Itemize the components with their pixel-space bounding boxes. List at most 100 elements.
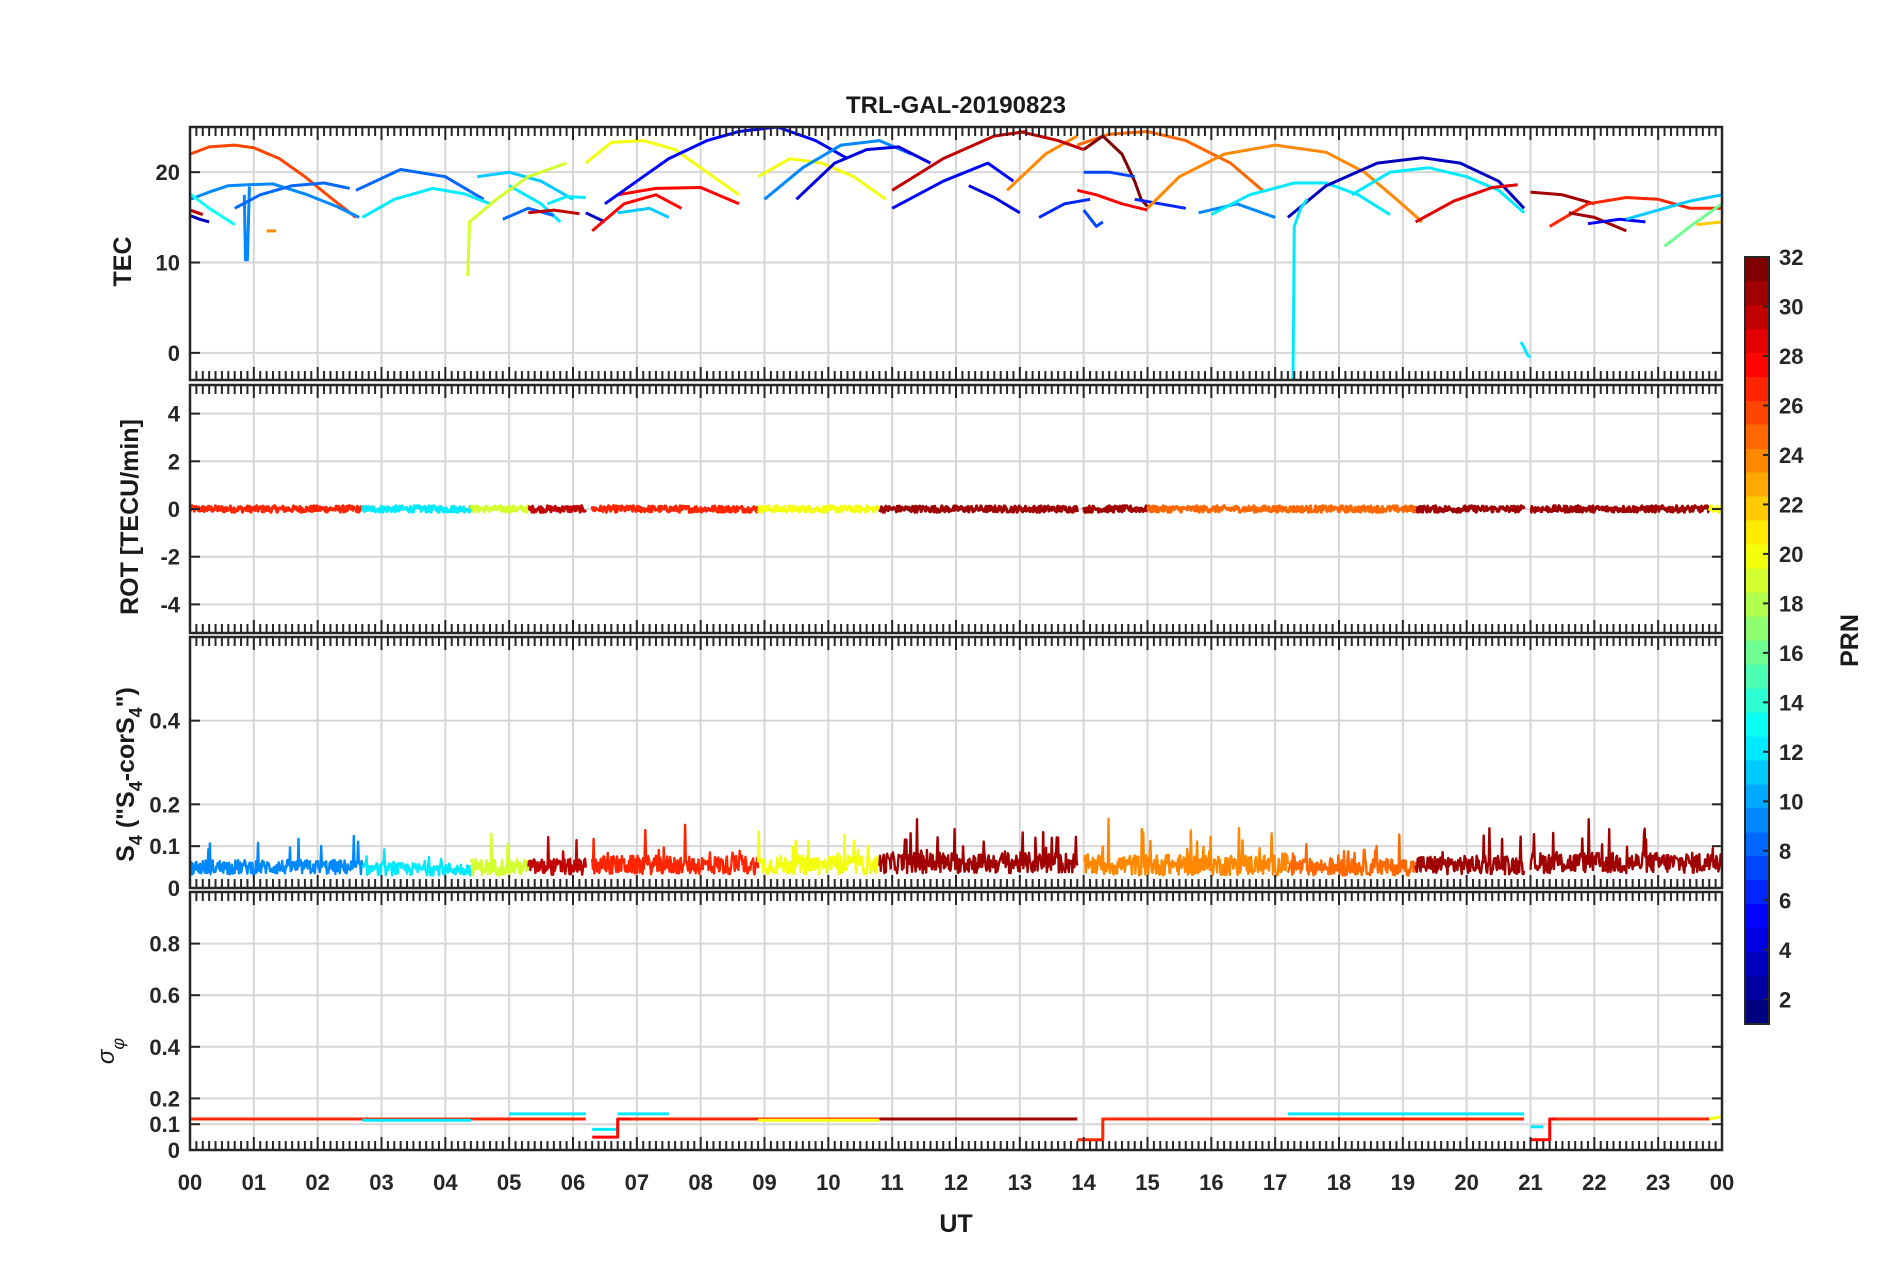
x-tick-label: 14	[1071, 1170, 1096, 1195]
colorbar-tick-label: 8	[1779, 839, 1791, 864]
series-prn-4	[968, 184, 1021, 215]
series-prn-8	[355, 168, 485, 201]
x-tick-label: 20	[1454, 1170, 1478, 1195]
series-prn-12	[361, 186, 491, 219]
series-prn-11	[1625, 193, 1722, 221]
y-tick-label: 0.2	[149, 1086, 180, 1111]
segment-prn-27	[190, 504, 364, 514]
x-tick-label: 15	[1135, 1170, 1159, 1195]
subscript: φ	[108, 1038, 128, 1050]
segment-prn-20	[756, 504, 881, 514]
segment-prn-25	[1146, 504, 1417, 514]
segment-prn-31	[1529, 504, 1710, 514]
series-prn-3	[1286, 156, 1526, 219]
series-prn-30	[528, 208, 580, 216]
colorbar-tick-label: 20	[1779, 542, 1803, 567]
x-tick-label: 23	[1646, 1170, 1670, 1195]
ticks-s4	[189, 637, 1723, 889]
series-prn-12	[546, 195, 586, 206]
x-tick-label: 07	[625, 1170, 649, 1195]
colorbar-tick-label: 18	[1779, 591, 1803, 616]
series-prn-31	[1568, 211, 1627, 233]
x-axis: 00 01 02 03 04 05 06 07 08 09 10 11 12 13 14 15 16 17 18 19…	[178, 1170, 1734, 1195]
series-prn-12	[508, 184, 562, 223]
x-tick-label: 00	[178, 1170, 202, 1195]
series-prn-28	[617, 186, 740, 206]
segment-prn-30	[527, 504, 588, 514]
x-tick-label: 00	[1710, 1170, 1734, 1195]
series-prn-27	[1548, 196, 1722, 228]
ticks-sigma_phi	[189, 892, 1723, 1151]
series-prn-25	[1076, 130, 1264, 192]
y-tick-label: 0.6	[149, 983, 180, 1008]
series-prn-12	[1519, 341, 1532, 359]
y-tick-label: 0.1	[149, 1112, 180, 1137]
x-tick-label: 09	[752, 1170, 776, 1195]
segment-prn-20	[1707, 504, 1722, 514]
x-tick-label: 06	[561, 1170, 585, 1195]
series-prn-12	[1291, 198, 1309, 380]
data-tec	[190, 127, 1722, 380]
series-prn-31	[1530, 190, 1595, 206]
series-prn-26	[190, 143, 357, 219]
segment-prn-24	[1083, 817, 1290, 877]
y-axis-label: TEC	[109, 237, 137, 287]
y-tick-label: 0	[168, 497, 180, 522]
series-prn-11	[617, 206, 670, 219]
series-prn-20	[757, 157, 887, 201]
label-part: ")	[112, 687, 140, 707]
series-prn-8	[502, 206, 555, 221]
series-prn-28	[1530, 1117, 1556, 1142]
panel-s4: 00.10.20.4S4 ("S4-corS4")	[112, 635, 1724, 901]
x-tick-label: 21	[1518, 1170, 1542, 1195]
segment-prn-27	[591, 823, 760, 876]
y-axis-label: ROT [TECU/min]	[116, 419, 144, 615]
x-axis-label: UT	[939, 1210, 972, 1238]
label-part: ("S	[112, 791, 140, 835]
segment-prn-31	[878, 818, 1079, 875]
series-prn-5	[1587, 217, 1646, 226]
series-prn-9	[1198, 202, 1276, 219]
series-prn-20	[584, 139, 740, 197]
subscript: 4	[126, 707, 146, 717]
series-prn-12	[1351, 166, 1526, 214]
x-tick-label: 22	[1582, 1170, 1606, 1195]
series-prn-7	[1082, 209, 1104, 228]
subscript: 4	[126, 781, 146, 791]
series-prn-9	[247, 182, 360, 219]
chart-title: TRL-GAL-20190823	[846, 92, 1066, 119]
x-tick-label: 04	[433, 1170, 458, 1195]
y-tick-label: 0	[168, 876, 180, 901]
series-prn-20	[1708, 1115, 1722, 1121]
x-tick-label: 12	[944, 1170, 968, 1195]
colorbar-label: PRN	[1836, 614, 1864, 667]
segment-prn-31	[1414, 504, 1526, 514]
y-tick-label: 0	[168, 1138, 180, 1163]
segment-prn-31	[1529, 818, 1722, 875]
series-prn-30	[190, 208, 204, 217]
y-tick-label: 0.8	[149, 932, 180, 957]
colorbar-tick-label: 30	[1779, 294, 1803, 319]
x-tick-label: 03	[369, 1170, 393, 1195]
series-prn-9	[190, 183, 248, 201]
segment-prn-31	[1414, 827, 1526, 876]
series-prn-28	[592, 1117, 631, 1139]
segment-prn-19	[469, 504, 530, 514]
series-prn-3	[585, 211, 606, 224]
colorbar-tick-label: 10	[1779, 789, 1803, 814]
series-prn-30	[891, 130, 1027, 192]
series-prn-9	[763, 139, 912, 201]
colorbar-tick-label: 14	[1779, 690, 1804, 715]
series-prn-19	[466, 161, 568, 277]
colorbar-tick-label: 12	[1779, 740, 1803, 765]
colorbar-tick-label: 4	[1779, 938, 1792, 963]
y-tick-label: 0.2	[149, 792, 180, 817]
segment-prn-20	[756, 830, 881, 876]
colorbar-tick-label: 22	[1779, 492, 1803, 517]
panel-rot: -4 -2 0 2 4 ROT [TECU/min]	[116, 383, 1724, 635]
series-prn-29	[1414, 183, 1518, 224]
series-prn-28	[1076, 188, 1148, 212]
data-s4	[190, 817, 1722, 877]
